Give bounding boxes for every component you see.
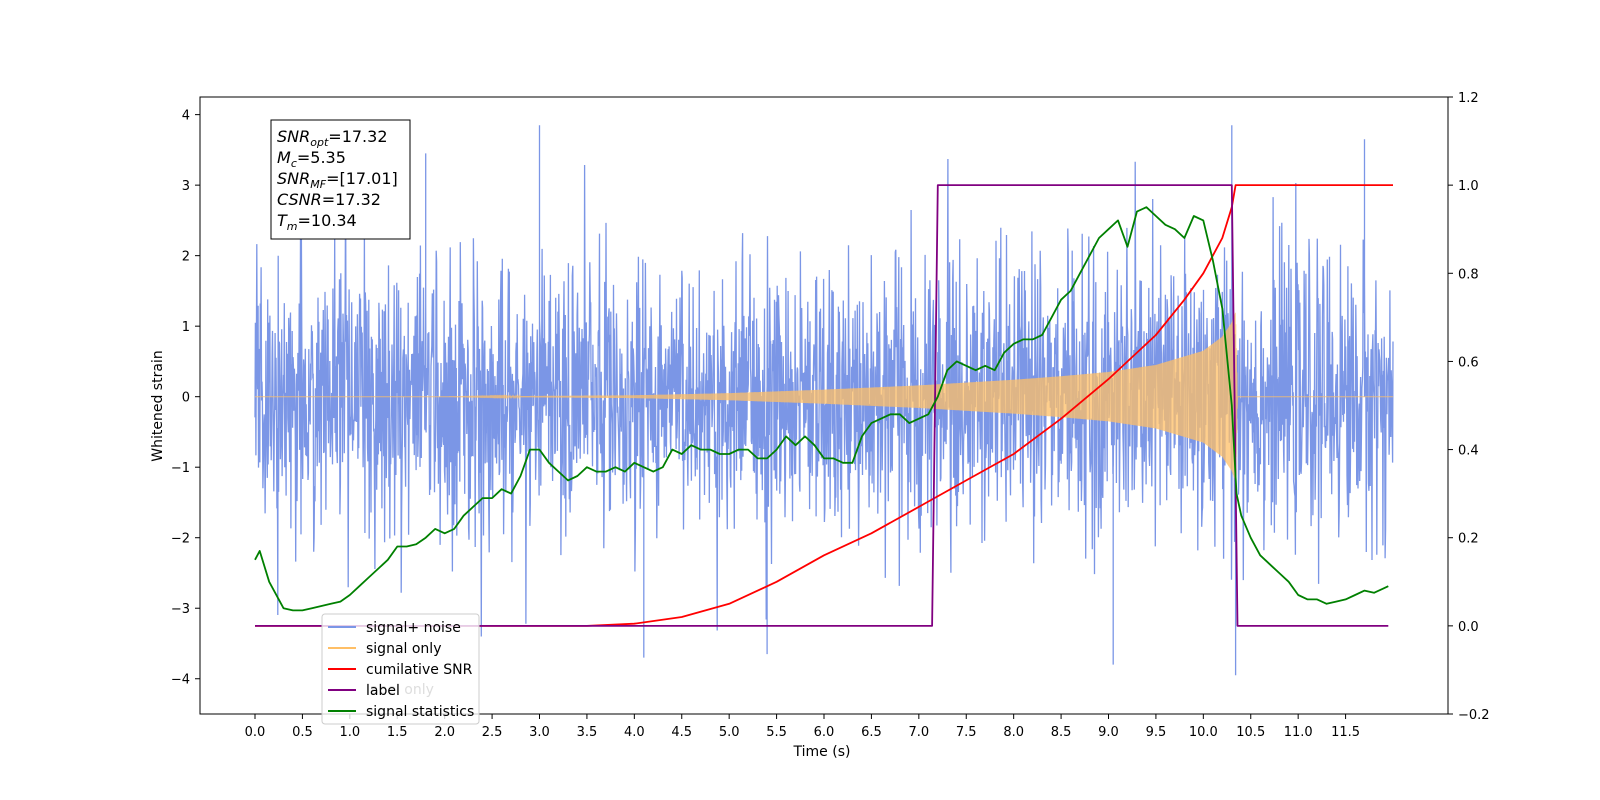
annotation-line: CSNR=17.32 [277, 190, 381, 209]
y-tick-label: −3 [171, 602, 190, 617]
y-tick-label: 2 [182, 250, 190, 265]
series-cumulative-snr [255, 184, 1393, 627]
x-tick-label: 10.0 [1189, 725, 1218, 740]
x-tick-label: 5.5 [766, 725, 787, 740]
y2-tick-label: 0.4 [1458, 444, 1479, 459]
x-tick-label: 1.5 [387, 725, 408, 740]
x-tick-label: 4.5 [671, 725, 692, 740]
series-layer [254, 125, 1394, 676]
x-axis: 0.0 0.5 1.0 1.5 2.0 2.5 3.0 3.5 4.0 4.5 5.0 5.5 6.0 6… [245, 714, 1360, 740]
legend-label: cumilative SNR [366, 662, 473, 678]
y2-tick-label: 1.2 [1458, 91, 1479, 106]
x-tick-label: 3.5 [577, 725, 598, 740]
series-label [255, 184, 1389, 627]
y2-tick-label: −0.2 [1458, 708, 1490, 723]
legend-label: label [366, 683, 400, 699]
x-axis-label: Time (s) [793, 744, 851, 760]
legend: label only signal+ noise signal only cumila… [321, 613, 480, 725]
annotation-line: SNRopt=17.32 [277, 127, 388, 149]
annotation-frame [270, 119, 411, 240]
x-tick-label: 2.0 [434, 725, 455, 740]
y2-tick-label: 0.0 [1458, 620, 1479, 635]
x-tick-label: 10.5 [1236, 725, 1265, 740]
y2-tick-label: 0.8 [1458, 267, 1479, 282]
x-tick-label: 9.0 [1098, 725, 1119, 740]
x-tick-label: 2.5 [482, 725, 503, 740]
x-tick-label: 5.0 [719, 725, 740, 740]
annotation-line: Tm=10.34 [277, 211, 357, 233]
y-tick-label: 3 [182, 179, 190, 194]
y2-tick-label: 0.6 [1458, 355, 1479, 370]
annotation-box: SNRopt=17.32Mc=5.35SNRMF=[17.01]CSNR=17.… [270, 119, 411, 240]
x-tick-label: 6.5 [861, 725, 882, 740]
legend-frame [321, 613, 480, 725]
x-tick-label: 8.5 [1051, 725, 1072, 740]
x-tick-label: 4.0 [624, 725, 645, 740]
legend-label: signal only [366, 641, 441, 657]
y-tick-label: 1 [182, 320, 190, 335]
y-tick-label: −2 [171, 532, 190, 547]
legend-label: signal statistics [366, 704, 474, 720]
y-axis-left: −4 −3 −2 −1 0 1 2 3 4 [171, 109, 200, 688]
series-signal-statistics [254, 206, 1389, 612]
legend-label: signal+ noise [366, 620, 461, 636]
y2-tick-label: 1.0 [1458, 179, 1479, 194]
x-tick-label: 0.5 [292, 725, 313, 740]
x-tick-label: 6.0 [814, 725, 835, 740]
x-tick-label: 3.0 [529, 725, 550, 740]
y-axis-right: −0.2 0.0 0.2 0.4 0.6 0.8 1.0 1.2 [1448, 91, 1490, 723]
x-tick-label: 11.5 [1331, 725, 1360, 740]
x-tick-label: 11.0 [1284, 725, 1313, 740]
y-axis-label: Whitened strain [150, 350, 166, 461]
y-tick-label: −4 [171, 673, 190, 688]
series-signal-only [255, 312, 1393, 482]
x-tick-label: 1.0 [339, 725, 360, 740]
legend-hidden-label: label only [366, 682, 434, 698]
x-tick-label: 8.0 [1003, 725, 1024, 740]
y-tick-label: 0 [182, 391, 190, 406]
annotation-line: SNRMF=[17.01] [277, 169, 398, 191]
annotation-line: Mc=5.35 [277, 148, 346, 170]
y2-tick-label: 0.2 [1458, 532, 1479, 547]
x-tick-label: 9.5 [1146, 725, 1167, 740]
x-tick-label: 0.0 [245, 725, 266, 740]
y-tick-label: 4 [182, 109, 190, 124]
x-tick-label: 7.5 [956, 725, 977, 740]
y-tick-label: −1 [171, 461, 190, 476]
x-tick-label: 7.0 [908, 725, 929, 740]
